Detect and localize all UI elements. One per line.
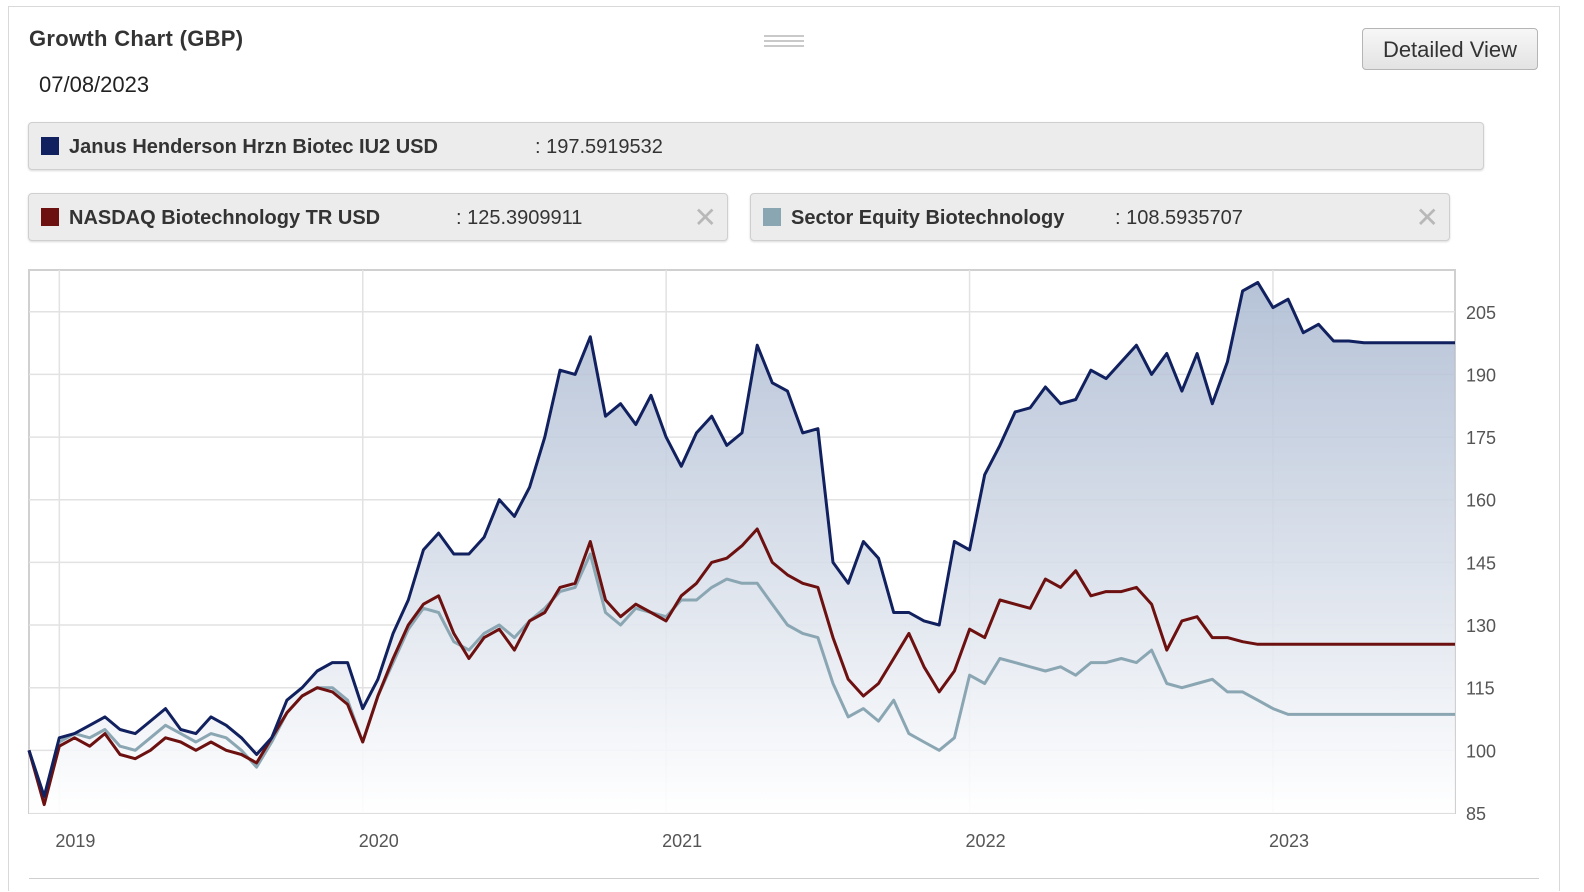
remove-sector-close-icon[interactable]: ✕ — [1415, 202, 1439, 233]
legend-item-sector: Sector Equity Biotechnology : 108.593570… — [750, 193, 1450, 241]
legend-name-fund: Janus Henderson Hrzn Biotec IU2 USD — [69, 136, 438, 158]
y-tick-label: 100 — [1466, 741, 1496, 761]
drag-handle-icon[interactable] — [764, 35, 804, 49]
y-tick-label: 160 — [1466, 491, 1496, 511]
x-tick-label: 2022 — [966, 831, 1006, 851]
x-tick-label: 2020 — [359, 831, 399, 851]
legend-value-sector: : 108.5935707 — [1115, 207, 1243, 229]
legend-item-fund: Janus Henderson Hrzn Biotec IU2 USD : 19… — [28, 122, 1484, 170]
x-tick-label: 2021 — [662, 831, 702, 851]
y-tick-label: 175 — [1466, 428, 1496, 448]
legend-swatch-fund — [41, 137, 59, 155]
x-axis-ticks: 2019 2020 2021 2022 2023 — [55, 831, 1309, 851]
series-lines — [27, 281, 1455, 807]
detailed-view-button[interactable]: Detailed View — [1362, 28, 1538, 70]
y-tick-label: 115 — [1466, 679, 1495, 699]
chart-date: 07/08/2023 — [39, 72, 150, 97]
bottom-divider — [29, 878, 1539, 879]
y-tick-label: 130 — [1466, 616, 1496, 636]
legend-name-nasdaq: NASDAQ Biotechnology TR USD — [69, 207, 381, 229]
y-tick-label: 205 — [1466, 303, 1496, 323]
y-tick-label: 190 — [1466, 365, 1496, 385]
legend-swatch-sector — [763, 208, 781, 226]
x-tick-label: 2019 — [55, 831, 95, 851]
y-tick-label: 145 — [1466, 553, 1496, 573]
fund-series-line[interactable] — [27, 281, 1455, 798]
y-tick-label: 85 — [1466, 804, 1486, 824]
legend-value-fund: : 197.5919532 — [535, 136, 663, 158]
remove-nasdaq-close-icon[interactable]: ✕ — [693, 202, 717, 233]
legend-swatch-nasdaq — [41, 208, 59, 226]
chart-title: Growth Chart (GBP) — [29, 26, 244, 51]
legend-value-nasdaq: : 125.3909911 — [456, 207, 583, 229]
legend-item-nasdaq: NASDAQ Biotechnology TR USD : 125.390991… — [28, 193, 728, 241]
sector-series-line[interactable] — [27, 552, 1455, 802]
y-axis-ticks: 85 100 115 130 145 160 175 190 205 — [1466, 303, 1496, 824]
legend-name-sector: Sector Equity Biotechnology — [791, 207, 1065, 229]
x-tick-label: 2023 — [1269, 831, 1309, 851]
nasdaq-series-line[interactable] — [27, 527, 1455, 807]
